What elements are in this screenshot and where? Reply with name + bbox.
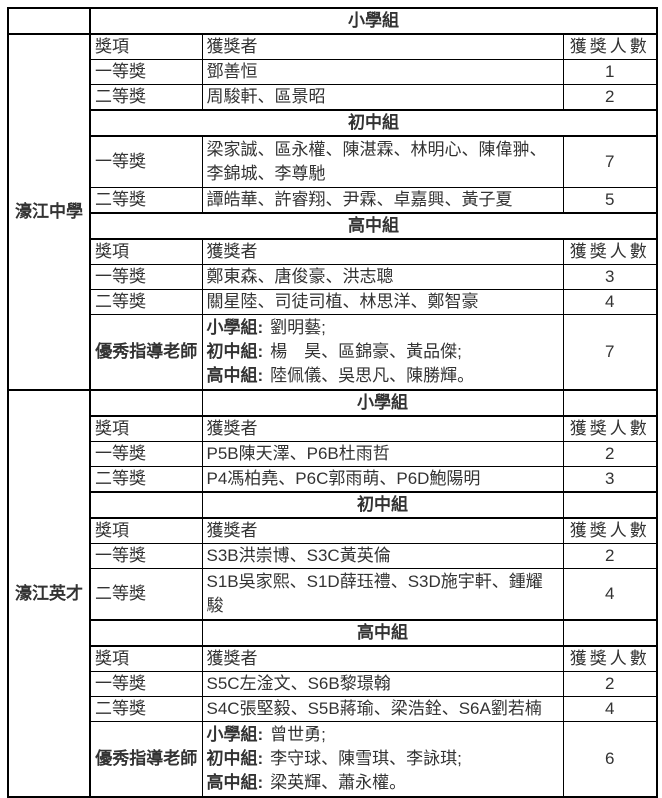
teacher-line-group: 高中組: — [206, 366, 264, 385]
award-label: 二等獎 — [89, 289, 203, 315]
winner-count: 3 — [562, 264, 658, 290]
teacher-label: 優秀指導老師 — [89, 314, 203, 391]
winners-list: S4C張堅毅、S5B蔣瑜、梁浩銓、S6A劉若楠 — [201, 696, 564, 722]
teacher-line-group: 初中組: — [206, 749, 264, 768]
winner-count: 2 — [562, 84, 658, 111]
column-header-winner: 獲獎者 — [201, 415, 564, 442]
teacher-line-group: 高中組: — [206, 773, 264, 792]
winners-list: P5B陳天澤、P6B杜雨哲 — [201, 441, 564, 467]
column-header-award: 獎項 — [89, 645, 203, 672]
teacher-line: 高中組: 陸佩儀、吳思凡、陳勝輝。 — [207, 364, 559, 388]
teacher-line-group: 初中組: — [206, 342, 264, 361]
winner-count: 2 — [562, 671, 658, 697]
teacher-line: 高中組: 梁英輝、蕭永權。 — [207, 771, 559, 795]
column-header-winner: 獲獎者 — [201, 517, 564, 544]
winner-count: 1 — [562, 59, 658, 85]
group-title-primary: 小學組 — [201, 389, 564, 417]
award-label: 二等獎 — [89, 466, 203, 493]
empty-cell — [89, 491, 203, 519]
winners-list: 關星陸、司徒司植、林思洋、鄭智豪 — [201, 289, 564, 315]
winner-count: 3 — [562, 466, 658, 493]
winner-count: 6 — [562, 721, 658, 798]
winners-list: 譚皓華、許睿翔、尹霖、卓嘉興、黃子夏 — [201, 187, 564, 214]
winner-count: 7 — [562, 314, 658, 391]
teacher-line: 初中組: 李守球、陳雪琪、李詠琪; — [207, 747, 559, 771]
award-label: 二等獎 — [89, 568, 203, 621]
empty-cell — [89, 619, 203, 647]
empty-cell — [562, 619, 658, 647]
column-header-count: 獲獎人數 — [562, 645, 658, 672]
column-header-count: 獲獎人數 — [562, 238, 658, 265]
winners-list: 鄭東森、唐俊豪、洪志聰 — [201, 264, 564, 290]
winners-list: 周駿軒、區景昭 — [201, 84, 564, 111]
empty-cell — [562, 491, 658, 519]
column-header-award: 獎項 — [89, 517, 203, 544]
teacher-line-names: 梁英輝、蕭永權。 — [270, 773, 407, 792]
winner-count: 4 — [562, 289, 658, 315]
column-header-count: 獲獎人數 — [562, 33, 658, 60]
teacher-line-names: 劉明藝; — [270, 318, 326, 337]
column-header-winner: 獲獎者 — [201, 645, 564, 672]
school-name: 濠江中學 — [7, 33, 91, 391]
group-title-junior: 初中組 — [201, 491, 564, 519]
teacher-line-names: 楊 昊、區錦豪、黃品傑; — [270, 342, 462, 361]
winners-list: S1B吳家熙、S1D薛珏禮、S3D施宇軒、鍾耀駿 — [201, 568, 564, 621]
teacher-line-names: 陸佩儀、吳思凡、陳勝輝。 — [270, 366, 475, 385]
award-label: 二等獎 — [89, 696, 203, 722]
empty-cell — [562, 389, 658, 417]
award-label: 一等獎 — [89, 59, 203, 85]
group-title-senior: 高中組 — [201, 619, 564, 647]
winners-list: S5C左淦文、S6B黎璟翰 — [201, 671, 564, 697]
group-title-junior: 初中組 — [89, 109, 658, 137]
empty-cell — [89, 389, 203, 417]
winner-count: 7 — [562, 135, 658, 188]
award-label: 一等獎 — [89, 135, 203, 188]
teacher-line: 初中組: 楊 昊、區錦豪、黃品傑; — [207, 340, 559, 364]
winner-count: 2 — [562, 543, 658, 569]
winner-count: 5 — [562, 187, 658, 214]
award-label: 二等獎 — [89, 84, 203, 111]
column-header-award: 獎項 — [89, 415, 203, 442]
winners-list: 梁家誠、區永權、陳湛霖、林明心、陳偉翀、李錦城、李尊馳 — [201, 135, 564, 188]
column-header-count: 獲獎人數 — [562, 415, 658, 442]
teacher-line-group: 小學組: — [206, 318, 264, 337]
column-header-count: 獲獎人數 — [562, 517, 658, 544]
column-header-winner: 獲獎者 — [201, 238, 564, 265]
winners-list: S3B洪崇博、S3C黃英倫 — [201, 543, 564, 569]
teacher-line: 小學組: 曾世勇; — [207, 723, 559, 747]
winners-list: P4馮柏堯、P6C郭雨萌、P6D鮑陽明 — [201, 466, 564, 493]
column-header-award: 獎項 — [89, 238, 203, 265]
award-label: 一等獎 — [89, 543, 203, 569]
column-header-award: 獎項 — [89, 33, 203, 60]
teacher-line-names: 曾世勇; — [270, 725, 326, 744]
group-title-primary: 小學組 — [89, 7, 658, 35]
teacher-line: 小學組: 劉明藝; — [207, 316, 559, 340]
award-label: 二等獎 — [89, 187, 203, 214]
winners-list: 鄧善恒 — [201, 59, 564, 85]
teacher-label: 優秀指導老師 — [89, 721, 203, 798]
group-title-senior: 高中組 — [89, 212, 658, 240]
award-label: 一等獎 — [89, 264, 203, 290]
winner-count: 4 — [562, 696, 658, 722]
award-label: 一等獎 — [89, 671, 203, 697]
teacher-line-names: 李守球、陳雪琪、李詠琪; — [270, 749, 462, 768]
empty-corner-cell — [7, 7, 91, 35]
award-label: 一等獎 — [89, 441, 203, 467]
winner-count: 2 — [562, 441, 658, 467]
winner-count: 4 — [562, 568, 658, 621]
teacher-line-group: 小學組: — [206, 725, 264, 744]
school-name: 濠江英才 — [7, 389, 91, 798]
awards-table: 小學組 濠江中學 獎項 獲獎者 獲獎人數 一等獎 鄧善恒 1 二等獎 周駿軒、區… — [7, 7, 659, 798]
column-header-winner: 獲獎者 — [201, 33, 564, 60]
